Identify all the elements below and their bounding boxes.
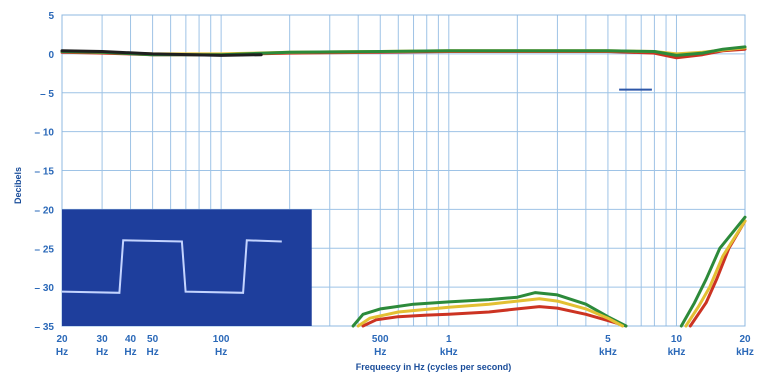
x-tick-unit: kHz bbox=[599, 347, 617, 358]
series-line bbox=[356, 297, 625, 328]
x-tick-label: 20 bbox=[739, 334, 751, 345]
y-tick-label: – 5 bbox=[40, 89, 54, 100]
x-tick-unit: Hz bbox=[124, 347, 136, 358]
x-tick-unit: Hz bbox=[56, 347, 68, 358]
x-tick-label: 30 bbox=[97, 334, 109, 345]
plot-frame bbox=[61, 14, 746, 327]
y-tick-label: 5 bbox=[48, 11, 54, 22]
x-axis-title: Frequeecy in Hz (cycles per second) bbox=[356, 362, 512, 372]
y-axis-ticks: 5 0 – 5 – 10 – 15 – 20 – 25 – 30 – 35 bbox=[35, 11, 55, 333]
x-tick-unit: Hz bbox=[374, 347, 386, 358]
x-tick-label: 20 bbox=[56, 334, 68, 345]
series-line bbox=[361, 305, 628, 328]
x-tick-label: 10 bbox=[671, 334, 683, 345]
series-line bbox=[679, 215, 747, 328]
y-tick-label: – 30 bbox=[35, 283, 55, 294]
y-axis-title: Decibels bbox=[13, 167, 23, 204]
y-tick-label: – 20 bbox=[35, 205, 55, 216]
y-tick-label: – 10 bbox=[35, 128, 55, 139]
inset-square-wave bbox=[61, 239, 282, 294]
x-tick-label: 40 bbox=[125, 334, 137, 345]
x-tick-label: 5 bbox=[605, 334, 611, 345]
x-tick-unit: kHz bbox=[736, 347, 754, 358]
x-tick-unit: kHz bbox=[440, 347, 458, 358]
series-line bbox=[351, 291, 628, 328]
x-tick-label: 500 bbox=[372, 334, 389, 345]
data-series bbox=[60, 45, 747, 328]
x-tick-label: 50 bbox=[147, 334, 159, 345]
x-tick-label: 1 bbox=[446, 334, 452, 345]
series-line bbox=[684, 219, 747, 328]
y-tick-label: – 35 bbox=[35, 322, 55, 333]
x-tick-unit: kHz bbox=[668, 347, 686, 358]
x-axis-ticks: 20 Hz 30 Hz 40 Hz 50 Hz 100 Hz 500 Hz 1 kHz 5 kHz 10 kHz 2… bbox=[56, 334, 754, 358]
oscilloscope-inset bbox=[61, 209, 312, 326]
y-tick-label: 0 bbox=[48, 50, 54, 61]
y-tick-label: – 25 bbox=[35, 244, 55, 255]
inset-background bbox=[62, 209, 312, 326]
y-tick-label: – 15 bbox=[35, 167, 55, 178]
x-tick-unit: Hz bbox=[146, 347, 158, 358]
series-line bbox=[60, 49, 263, 57]
x-tick-label: 100 bbox=[213, 334, 230, 345]
x-tick-unit: Hz bbox=[215, 347, 227, 358]
x-tick-unit: Hz bbox=[96, 347, 108, 358]
